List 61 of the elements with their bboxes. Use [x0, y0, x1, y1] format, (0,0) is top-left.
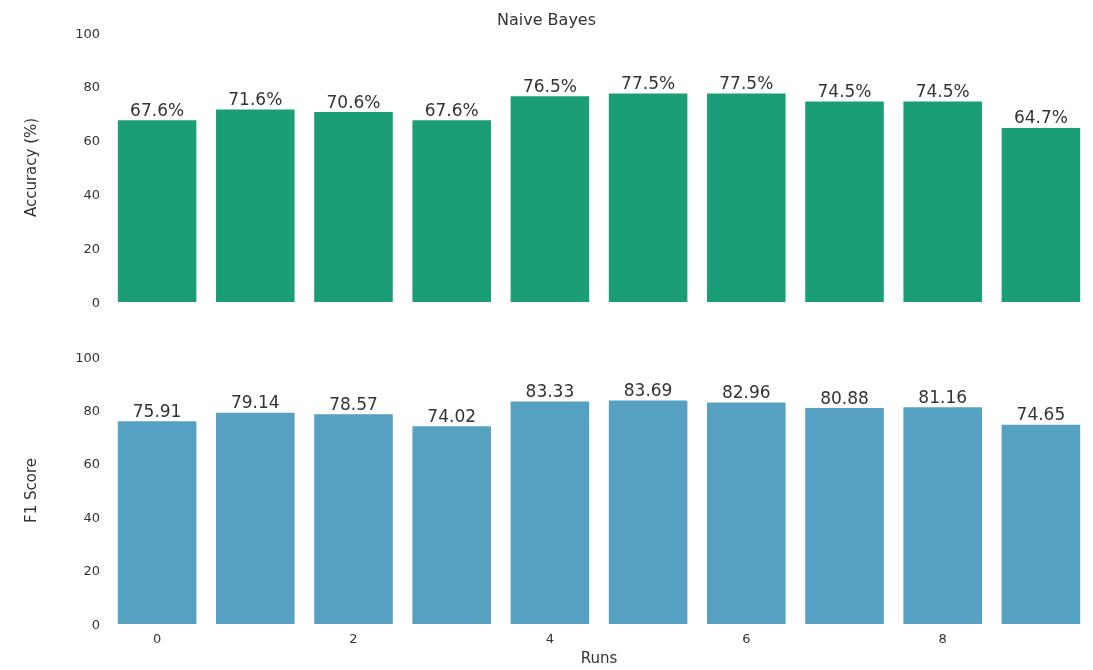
- data-label: 64.7%: [1013, 107, 1068, 128]
- data-label: 75.91: [132, 400, 182, 421]
- data-label: 74.65: [1016, 404, 1066, 425]
- data-label: 80.88: [820, 387, 869, 408]
- x-tick-label: 4: [545, 631, 555, 646]
- bar: [608, 93, 688, 302]
- x-axis-title: Runs: [580, 648, 618, 667]
- y-tick-label: 100: [75, 25, 100, 41]
- bar: [707, 402, 786, 624]
- y-tick-label: 80: [83, 402, 100, 418]
- bar: [117, 421, 197, 624]
- y-tick-label: 0: [91, 616, 100, 632]
- data-label: 83.69: [623, 380, 673, 401]
- y-tick-label: 40: [83, 186, 100, 202]
- data-label: 74.02: [427, 405, 477, 426]
- y-tick-label: 20: [83, 563, 100, 579]
- y-axis-title: F1 Score: [21, 458, 40, 523]
- data-label: 74.5%: [817, 81, 872, 102]
- y-tick-label: 0: [91, 294, 100, 310]
- bar: [805, 101, 884, 302]
- data-label: 83.33: [525, 381, 575, 402]
- y-axis-title: Accuracy (%): [21, 117, 40, 218]
- data-label: 74.5%: [915, 81, 970, 102]
- chart-title: Naive Bayes: [496, 9, 597, 29]
- y-tick-label: 20: [83, 240, 100, 256]
- bar: [903, 407, 982, 624]
- data-label: 67.6%: [424, 99, 479, 120]
- bar: [314, 414, 393, 624]
- data-label: 81.16: [918, 386, 968, 407]
- data-label: 67.6%: [130, 99, 185, 120]
- bar: [216, 109, 295, 302]
- x-tick-label: 6: [742, 631, 751, 646]
- bar: [314, 112, 393, 302]
- bar: [608, 400, 688, 624]
- data-label: 79.14: [230, 392, 280, 413]
- bar: [412, 120, 491, 302]
- bar: [216, 412, 295, 624]
- x-tick-label: 2: [349, 631, 358, 646]
- bar: [510, 96, 590, 302]
- data-label: 76.5%: [522, 75, 577, 96]
- data-label: 78.57: [329, 393, 378, 414]
- y-tick-label: 60: [83, 133, 100, 149]
- y-tick-label: 40: [83, 509, 100, 525]
- data-label: 77.5%: [621, 73, 676, 94]
- bar: [117, 120, 197, 302]
- x-tick-label: 0: [152, 631, 162, 646]
- bar: [412, 426, 491, 624]
- y-tick-label: 60: [83, 456, 100, 472]
- data-label: 70.6%: [326, 91, 381, 112]
- x-tick-label: 8: [938, 631, 947, 646]
- bar: [510, 401, 590, 624]
- data-label: 71.6%: [228, 88, 283, 109]
- y-tick-label: 100: [75, 349, 100, 365]
- y-tick-label: 80: [83, 79, 100, 95]
- data-label: 82.96: [721, 382, 771, 402]
- bar: [805, 408, 884, 624]
- bar: [903, 101, 982, 302]
- bar: [1001, 424, 1081, 624]
- data-label: 77.5%: [719, 73, 774, 94]
- bar: [707, 93, 786, 302]
- bar: [1001, 127, 1081, 302]
